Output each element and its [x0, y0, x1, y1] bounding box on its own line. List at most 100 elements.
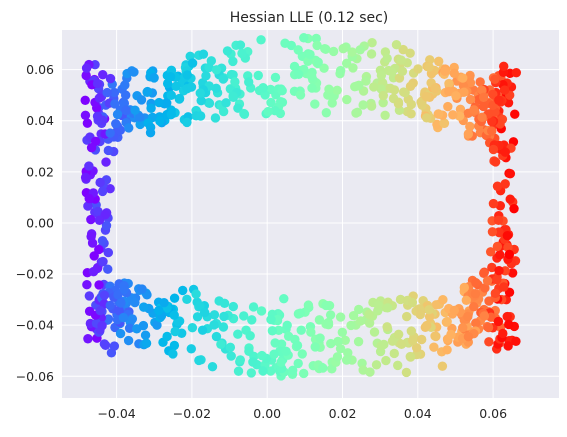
scatter-point [327, 98, 337, 108]
scatter-point [324, 84, 334, 94]
scatter-point [228, 301, 238, 312]
scatter-point [398, 87, 409, 97]
scatter-point [422, 320, 432, 331]
scatter-point [120, 80, 130, 90]
scatter-point [310, 342, 320, 352]
scatter-point [323, 317, 334, 328]
scatter-point [305, 49, 315, 60]
scatter-point [432, 119, 442, 130]
scatter-point [487, 262, 497, 273]
scatter-point [429, 342, 439, 352]
scatter-point [139, 302, 149, 312]
scatter-point [263, 106, 273, 117]
scatter-point [195, 301, 205, 311]
scatter-point [246, 368, 257, 378]
scatter-point [101, 220, 112, 231]
scatter-point [393, 329, 404, 339]
scatter-point [169, 310, 179, 320]
scatter-point [239, 109, 250, 119]
scatter-point [444, 86, 454, 97]
scatter-point [348, 310, 359, 321]
scatter-point [415, 309, 425, 320]
scatter-point [159, 297, 169, 308]
scatter-point [396, 55, 406, 65]
scatter-point [192, 312, 203, 322]
scatter-point [438, 295, 448, 305]
scatter-point [402, 311, 412, 322]
scatter-point [219, 298, 230, 309]
scatter-point [114, 306, 124, 316]
scatter-point [479, 268, 489, 278]
scatter-point [406, 99, 417, 110]
scatter-point [228, 70, 238, 80]
scatter-point [140, 330, 151, 340]
scatter-point [337, 327, 348, 337]
scatter-point [488, 144, 499, 155]
scatter-point [84, 193, 94, 204]
scatter-point [353, 336, 364, 347]
scatter-point [103, 264, 113, 274]
scatter-point [490, 74, 500, 85]
scatter-point [490, 288, 501, 299]
scatter-point [119, 98, 130, 109]
scatter-point [326, 338, 336, 349]
scatter-point [146, 103, 156, 113]
scatter-point [487, 126, 497, 136]
scatter-point [211, 65, 222, 75]
scatter-point [303, 300, 314, 310]
scatter-point [443, 101, 453, 112]
scatter-point [469, 105, 479, 115]
scatter-point [279, 293, 289, 304]
scatter-point [171, 81, 181, 92]
scatter-point [293, 45, 303, 55]
scatter-point [494, 265, 504, 276]
scatter-point [233, 103, 243, 113]
scatter-point [82, 280, 92, 290]
scatter-point [186, 344, 196, 354]
scatter-point [218, 106, 229, 117]
scatter-point [366, 101, 377, 111]
scatter-point [115, 328, 126, 339]
scatter-point [256, 306, 267, 316]
scatter-point [197, 325, 208, 335]
scatter-point [80, 172, 91, 183]
scatter-point [465, 121, 475, 132]
scatter-point [187, 322, 198, 333]
scatter-point [194, 355, 204, 366]
scatter-point [335, 343, 346, 354]
scatter-point [449, 68, 459, 79]
y-axis-ticks: −0.06 −0.04 −0.02 0.00 0.02 0.04 0.06 [16, 62, 54, 384]
scatter-point [292, 340, 303, 351]
scatter-point [225, 342, 236, 353]
scatter-point [137, 284, 147, 294]
scatter-point [306, 327, 316, 337]
y-tick-label: −0.06 [16, 369, 54, 384]
scatter-point [416, 334, 427, 345]
scatter-point [116, 298, 126, 308]
scatter-point [258, 83, 268, 93]
scatter-point [288, 365, 298, 375]
scatter-point [378, 97, 388, 108]
scatter-point [504, 249, 515, 260]
scatter-point [124, 323, 135, 333]
scatter-point [446, 329, 456, 340]
scatter-point [207, 362, 218, 372]
scatter-point [393, 99, 404, 109]
scatter-point [247, 315, 257, 325]
scatter-point [154, 97, 164, 108]
scatter-point [376, 70, 387, 81]
scatter-point [95, 306, 105, 316]
scatter-point [318, 363, 328, 373]
scatter-point [490, 157, 501, 167]
y-tick-label: −0.02 [16, 267, 54, 282]
scatter-point [97, 320, 107, 331]
scatter-point [444, 78, 454, 89]
scatter-point [101, 157, 111, 167]
scatter-point [83, 201, 93, 211]
scatter-point [373, 300, 383, 310]
scatter-point [155, 116, 165, 126]
scatter-point [130, 105, 140, 115]
scatter-point [191, 289, 201, 299]
scatter-point [204, 62, 214, 73]
scatter-point [94, 280, 104, 290]
